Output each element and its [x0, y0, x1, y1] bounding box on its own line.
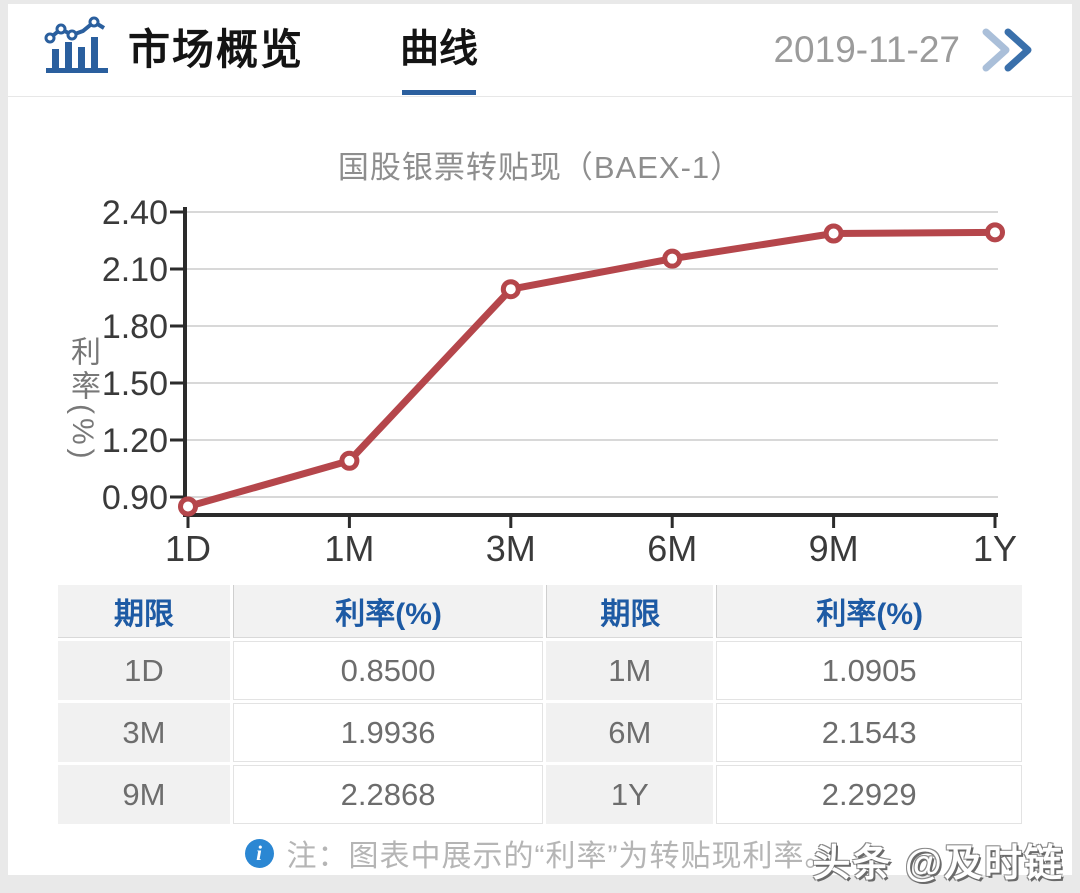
col-header-rate: 利率(%)	[232, 585, 544, 638]
rate-cell: 2.2868	[232, 765, 544, 824]
double-chevron-right-icon[interactable]	[978, 26, 1042, 74]
y-tick-label: 2.40	[102, 194, 168, 232]
rate-cell: 1.0905	[716, 641, 1022, 700]
y-tick-label: 1.50	[102, 365, 168, 403]
date-label: 2019-11-27	[773, 29, 960, 70]
table-row: 3M 1.9936 6M 2.1543	[58, 703, 1022, 762]
tenor-cell: 3M	[58, 703, 230, 762]
x-tick-label: 1M	[324, 528, 374, 569]
rates-table: 期限 利率(%) 期限 利率(%) 1D 0.8500 1M 1.0905 3M…	[55, 582, 1025, 827]
watermark: 头条 @及时链	[812, 843, 1064, 885]
col-header-tenor: 期限	[546, 585, 714, 638]
y-tick-label: 1.20	[102, 422, 168, 460]
table-row: 9M 2.2868 1Y 2.2929	[58, 765, 1022, 824]
x-tick-label: 1Y	[973, 528, 1017, 569]
x-tick-label: 6M	[647, 528, 697, 569]
market-overview-card: 市场概览 曲线 2019-11-27 国股银票转贴现（BAEX-1） 利率(%)…	[8, 4, 1072, 875]
rate-curve-chart: 2.40 2.10 1.80 1.50 1.20 0.90 1D 1M 3M 6M 9M 1Y	[102, 194, 1017, 569]
y-axis-label: 利率(%)	[66, 336, 99, 463]
x-tick-label: 1D	[165, 528, 211, 569]
rate-cell: 2.1543	[716, 703, 1022, 762]
x-tick-label: 3M	[486, 528, 536, 569]
table-row: 1D 0.8500 1M 1.0905	[58, 641, 1022, 700]
y-tick-label: 1.80	[102, 308, 168, 346]
footnote: i 注：图表中展示的“利率”为转贴现利率。	[8, 832, 1072, 874]
tenor-cell: 1M	[546, 641, 714, 700]
tenor-cell: 1Y	[546, 765, 714, 824]
rate-cell: 2.2929	[716, 765, 1022, 824]
y-tick-label: 2.10	[102, 251, 168, 289]
y-tick-label: 0.90	[102, 479, 168, 517]
data-point-marker	[339, 450, 360, 471]
footnote-text: 注：图表中展示的“利率”为转贴现利率。	[286, 840, 836, 873]
rate-line	[184, 228, 999, 510]
col-header-tenor: 期限	[58, 585, 230, 638]
page-title: 市场概览	[128, 26, 305, 73]
rate-cell: 0.8500	[232, 641, 544, 700]
tenor-cell: 6M	[546, 703, 714, 762]
data-point-marker	[500, 279, 521, 300]
data-point-marker	[985, 222, 1005, 243]
table-header-row: 期限 利率(%) 期限 利率(%)	[58, 585, 1022, 638]
app-header: 市场概览 曲线 2019-11-27	[8, 4, 1072, 97]
tenor-cell: 1D	[58, 641, 230, 700]
col-header-rate: 利率(%)	[716, 585, 1022, 638]
data-point-marker	[662, 248, 683, 269]
x-tick-label: 9M	[809, 528, 859, 569]
data-point-marker	[823, 223, 844, 244]
chart-title: 国股银票转贴现（BAEX-1）	[337, 150, 743, 185]
rate-cell: 1.9936	[232, 703, 544, 762]
tab-curve[interactable]: 曲线	[396, 4, 482, 96]
bar-line-chart-icon	[44, 16, 108, 73]
info-icon: i	[244, 838, 274, 868]
tenor-cell: 9M	[58, 765, 230, 824]
data-point-marker	[178, 496, 198, 517]
